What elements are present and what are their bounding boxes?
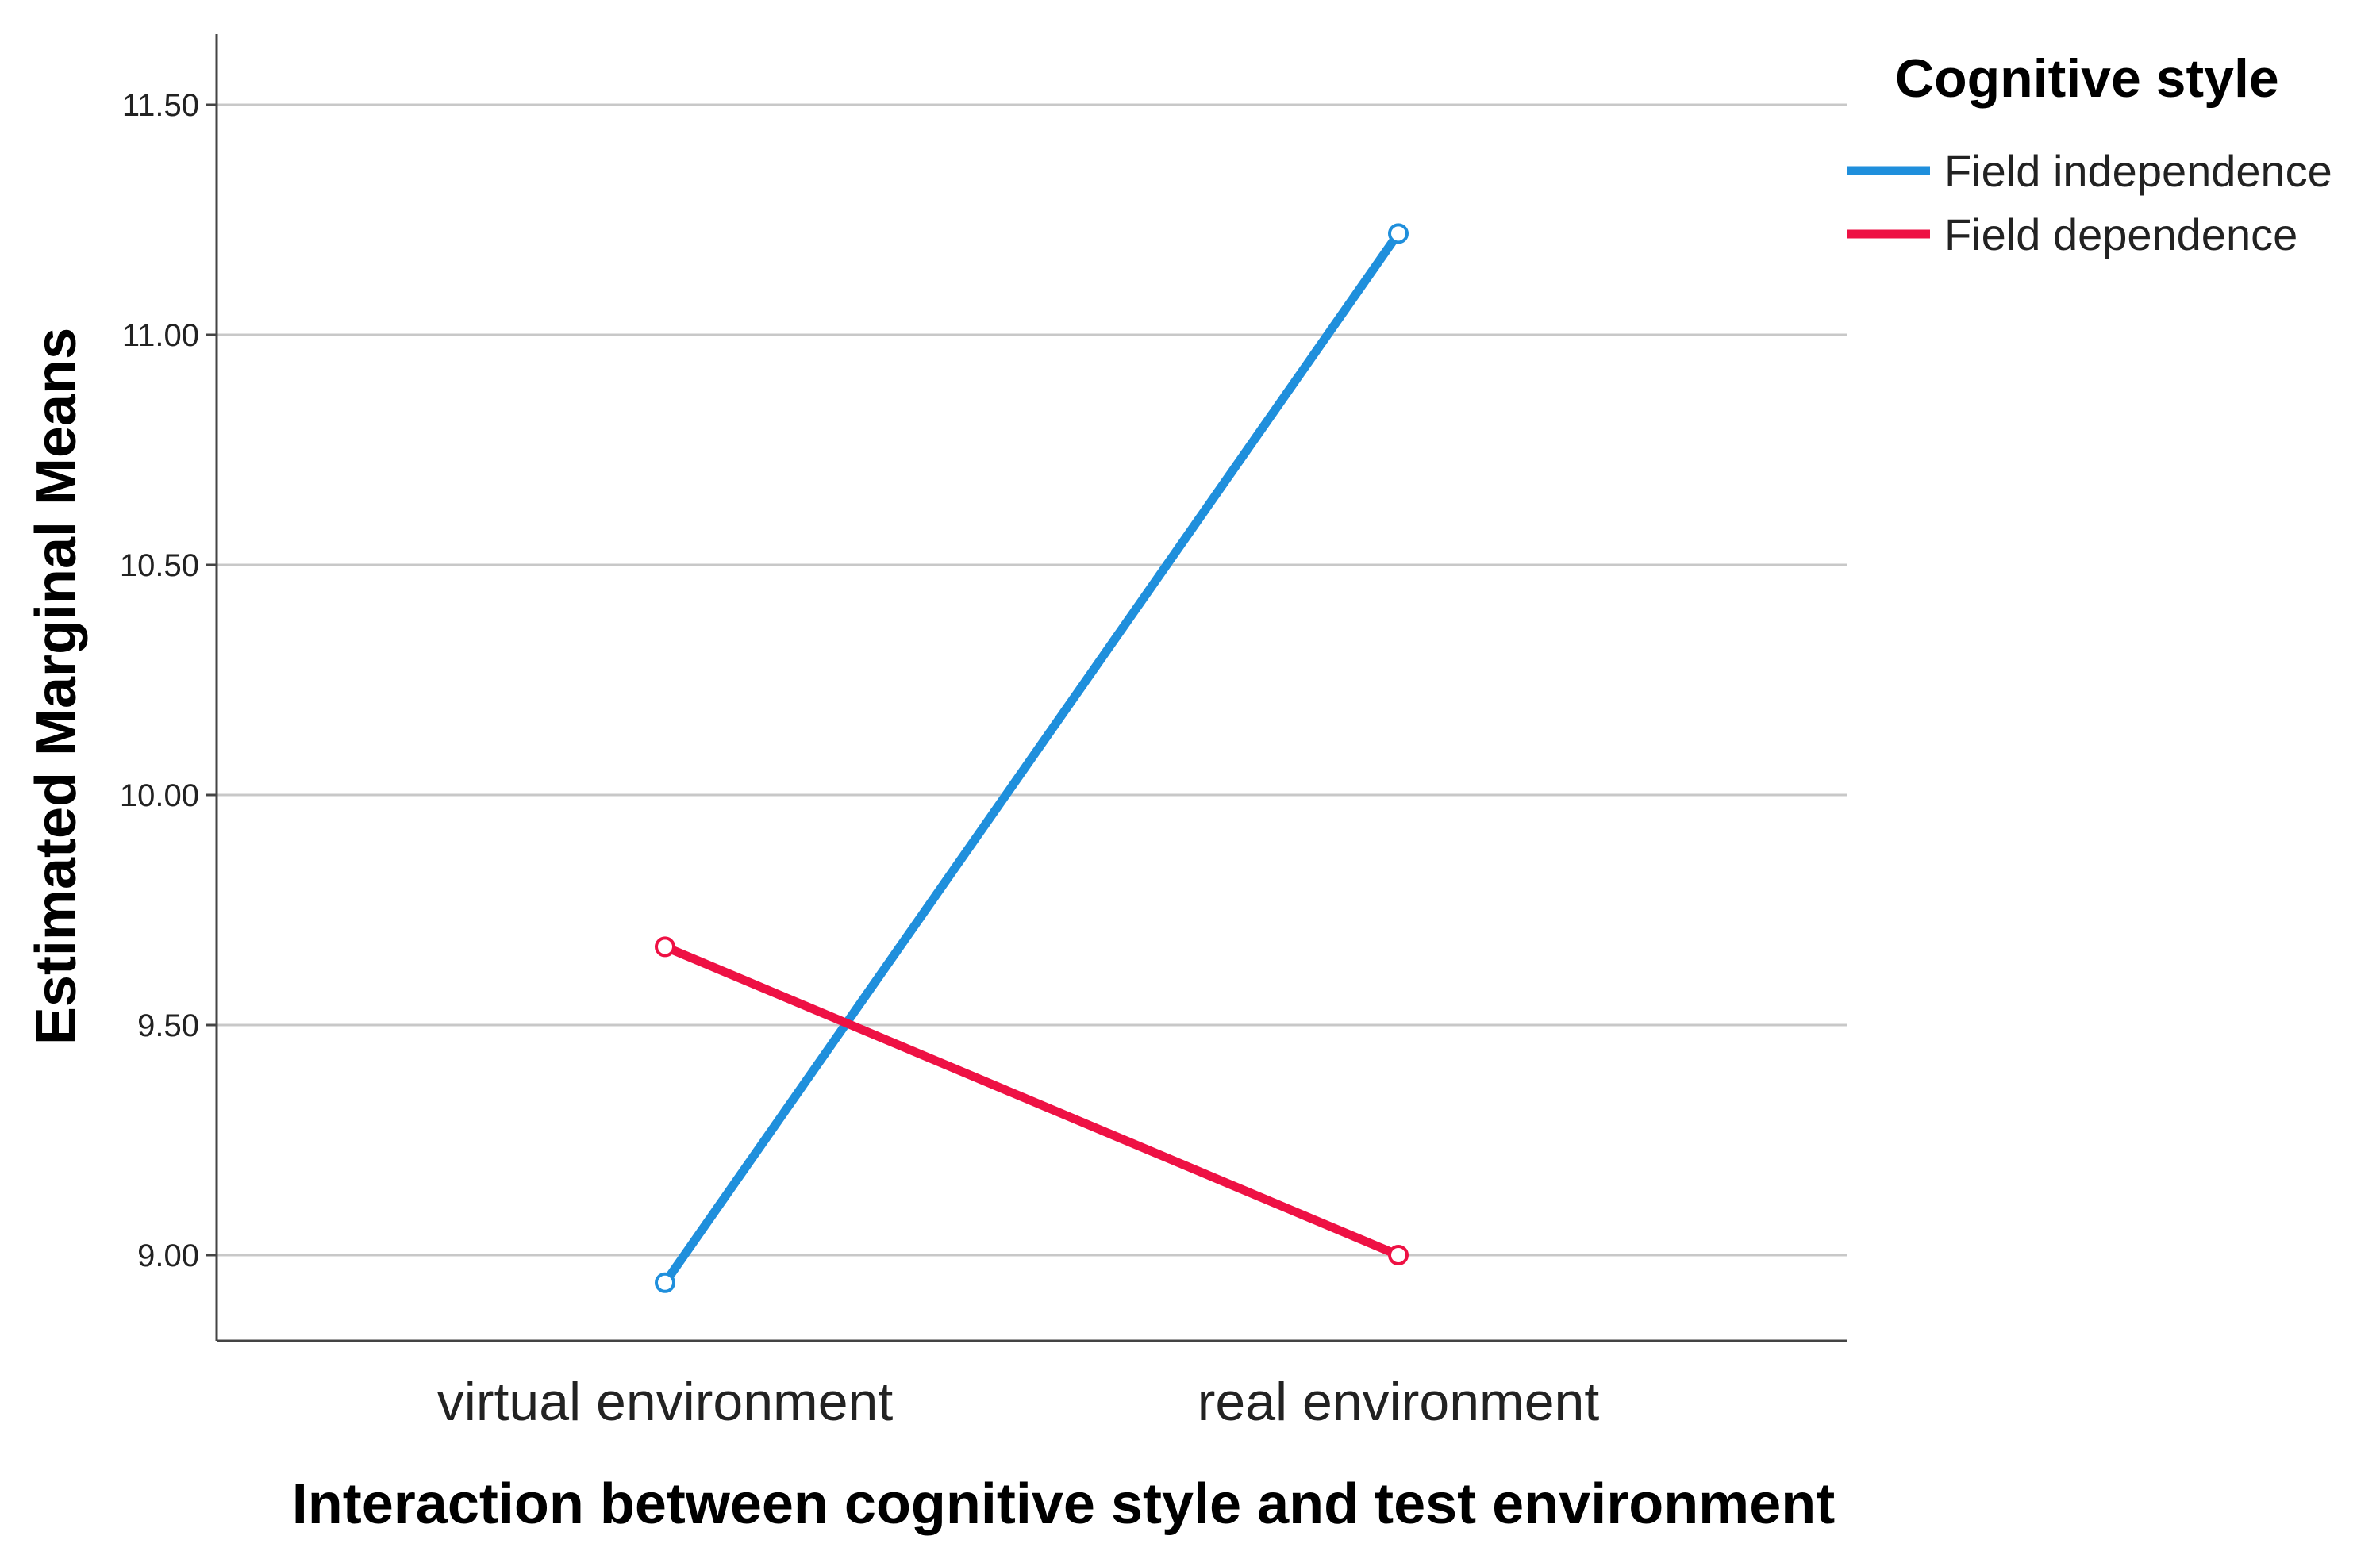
series-lines bbox=[655, 223, 1409, 1293]
y-tick-label: 10.00 bbox=[120, 778, 199, 813]
y-tick-label: 11.00 bbox=[122, 318, 199, 353]
series-line bbox=[660, 228, 1403, 1288]
x-tick-label: real environment bbox=[1198, 1372, 1600, 1432]
y-axis-title: Estimated Marginal Means bbox=[25, 328, 88, 1045]
gridlines bbox=[217, 103, 1847, 1257]
x-tick-labels: virtual environment real environment bbox=[437, 1372, 1600, 1432]
data-point bbox=[1388, 1245, 1409, 1265]
legend-label: Field independence bbox=[1944, 146, 2332, 196]
legend-title: Cognitive style bbox=[1895, 48, 2279, 109]
y-tick-label: 9.00 bbox=[137, 1238, 199, 1273]
y-tick-label: 10.50 bbox=[120, 548, 199, 583]
data-point bbox=[655, 1272, 675, 1293]
x-tick-label: virtual environment bbox=[437, 1372, 894, 1432]
x-axis-title: Interaction between cognitive style and … bbox=[292, 1472, 1835, 1536]
data-point bbox=[1388, 223, 1409, 244]
y-tick-label: 9.50 bbox=[137, 1008, 199, 1043]
axes bbox=[215, 34, 1847, 1342]
y-tick-labels: 9.00 9.50 10.00 10.50 11.00 11.50 bbox=[120, 88, 217, 1273]
legend: Cognitive style Field independence Field … bbox=[1847, 48, 2332, 259]
y-tick-label: 11.50 bbox=[122, 88, 199, 123]
data-point bbox=[655, 936, 675, 958]
series-line bbox=[660, 942, 1403, 1260]
legend-label: Field dependence bbox=[1944, 209, 2297, 259]
